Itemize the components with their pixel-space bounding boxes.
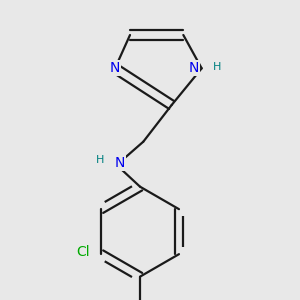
Text: H: H <box>96 155 104 165</box>
Text: N: N <box>110 61 120 75</box>
Text: H: H <box>212 62 221 72</box>
Text: N: N <box>189 61 199 75</box>
Text: N: N <box>115 156 125 170</box>
Text: Cl: Cl <box>76 245 89 260</box>
